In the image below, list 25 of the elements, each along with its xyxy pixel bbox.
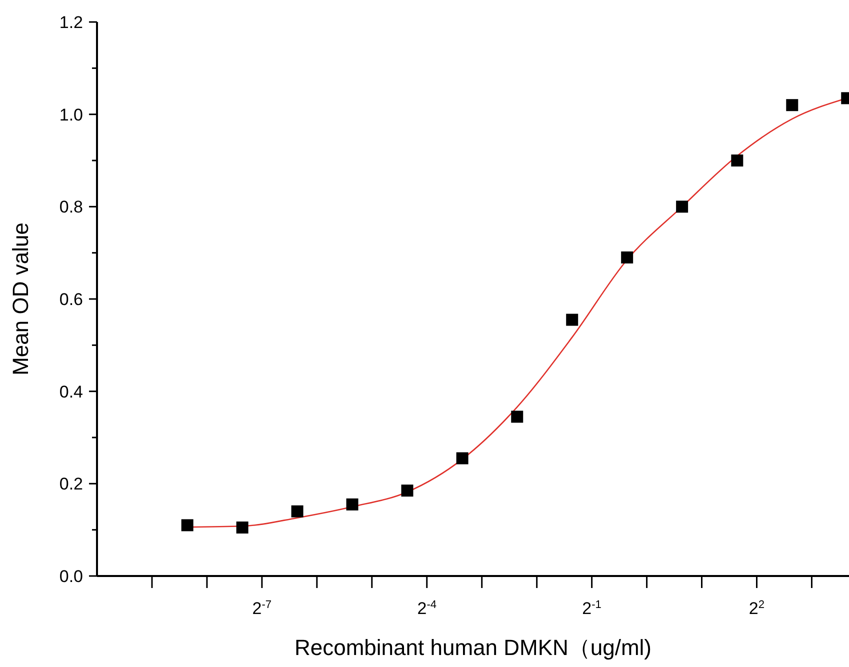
y-tick-label: 0.6 bbox=[59, 290, 83, 309]
x-tick-label: 2$^{-1}$ bbox=[582, 599, 602, 618]
y-tick-label: 0.4 bbox=[59, 382, 83, 402]
x-axis-title: Recombinant human DMKN（ug/ml) bbox=[294, 635, 652, 660]
point bbox=[346, 498, 358, 510]
point bbox=[676, 200, 688, 213]
y-tick-label: 1.0 bbox=[59, 105, 83, 124]
point bbox=[511, 410, 524, 423]
point bbox=[456, 452, 468, 464]
x-tick-label: 2$^{-4}$ bbox=[417, 599, 437, 618]
y-tick-label: 0.8 bbox=[59, 198, 83, 217]
x-tick-label: 2$^{2}$ bbox=[748, 599, 765, 618]
point bbox=[786, 99, 798, 112]
point bbox=[621, 251, 634, 264]
y-tick-label: 0.2 bbox=[59, 474, 83, 494]
y-tick-label: 1.2 bbox=[59, 13, 83, 32]
point bbox=[236, 522, 248, 534]
point bbox=[291, 505, 304, 518]
x-tick-label: 2$^{-7}$ bbox=[252, 599, 272, 618]
y-tick-label: 0.0 bbox=[59, 567, 83, 586]
point bbox=[401, 484, 414, 497]
point bbox=[731, 154, 744, 166]
point bbox=[181, 519, 194, 532]
point bbox=[566, 314, 578, 326]
y-axis-title: Mean OD value bbox=[8, 222, 33, 376]
